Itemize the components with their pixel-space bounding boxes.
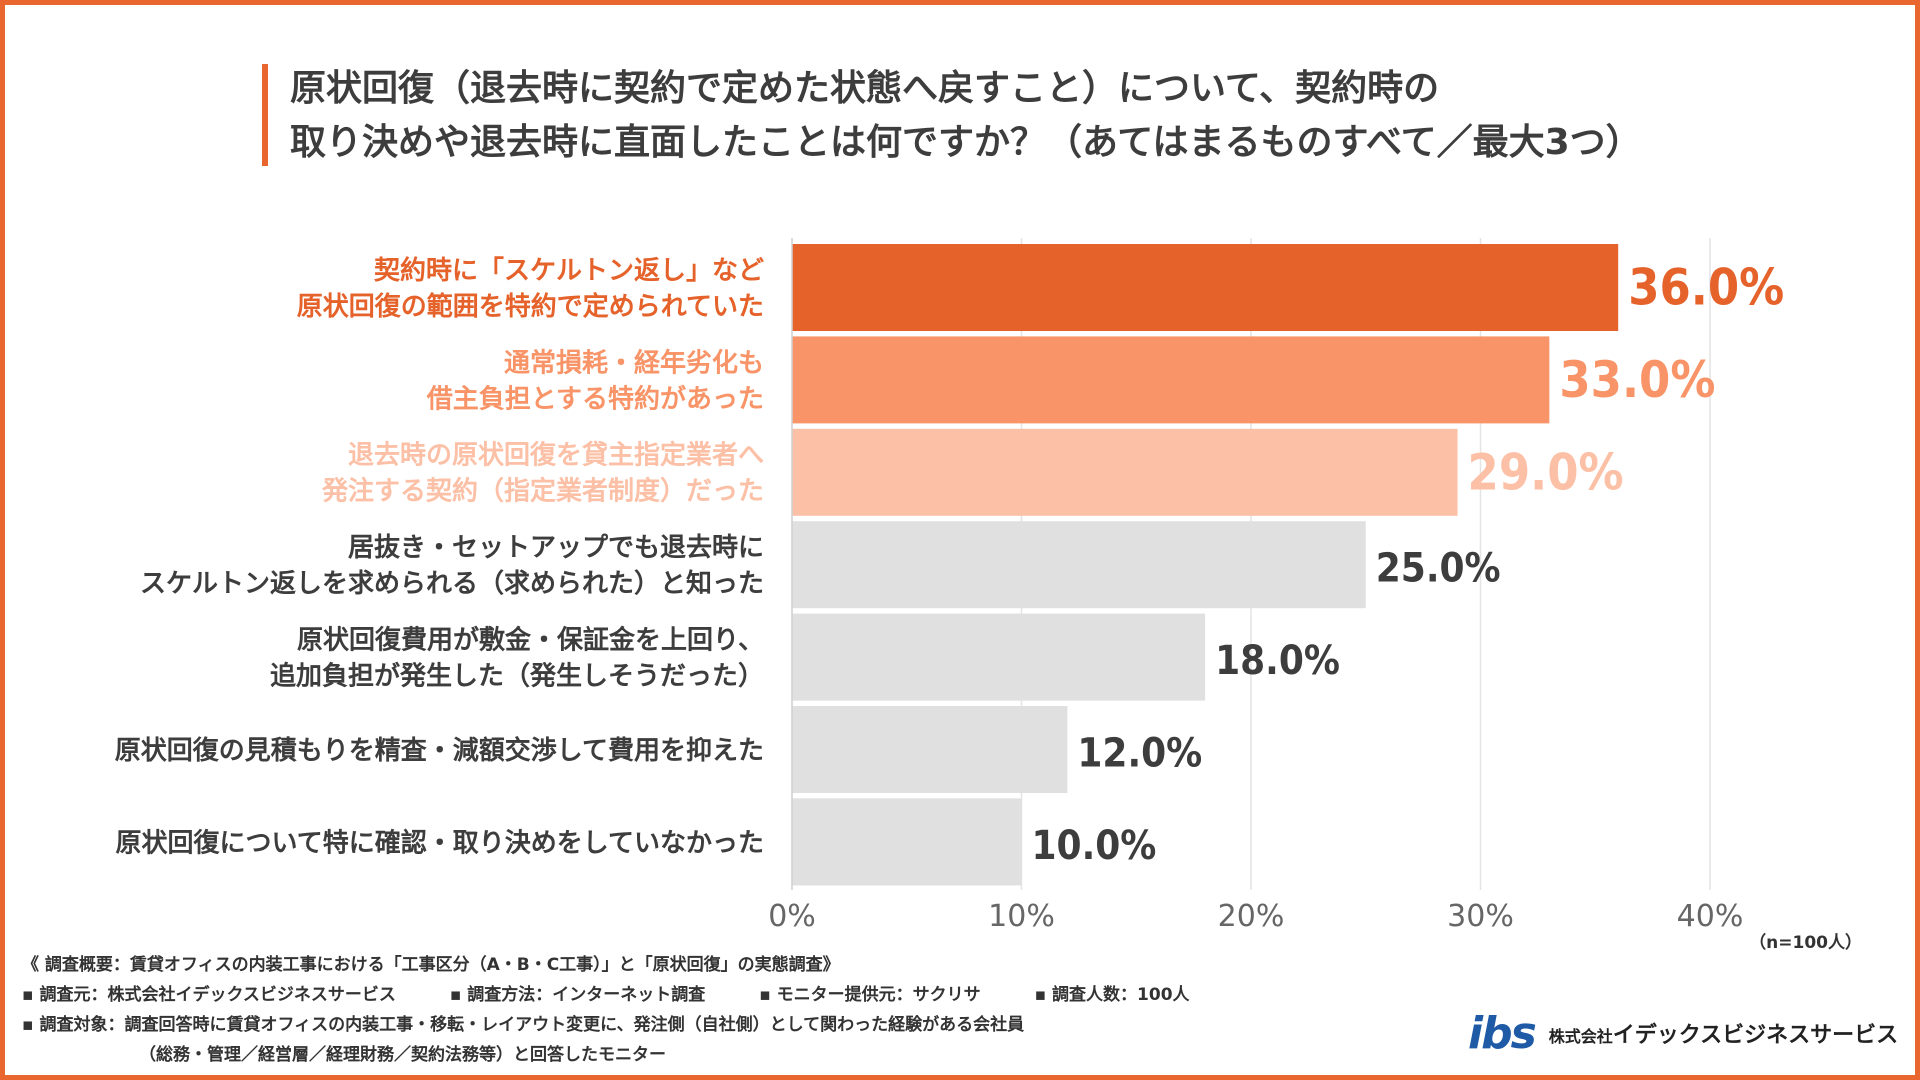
bar [792, 798, 1022, 886]
survey-target-detail: （総務・管理／経営層／経理財務／契約法務等）と回答したモニター [139, 1045, 666, 1065]
bar-value-label: 12.0% [1077, 731, 1202, 777]
company-brand: ibs 株式会社イデックスビジネスサービス [1468, 1007, 1898, 1059]
category-label: 通常損耗・経年劣化も [504, 347, 764, 378]
category-label: 原状回復について特に確認・取り決めをしていなかった [116, 827, 764, 858]
chart-title-line-2: 取り決めや退去時に直面したことは何ですか？（あてはまるものすべて／最大3つ） [290, 122, 1642, 163]
category-label: スケルトン返しを求められる（求められた）と知った [140, 569, 764, 599]
x-tick-label: 40% [1677, 899, 1744, 934]
category-label: 原状回復の範囲を特約で定められていた [297, 291, 764, 322]
bar [792, 706, 1068, 793]
bar [792, 521, 1366, 609]
bar-value-label: 10.0% [1032, 823, 1157, 869]
chart-title-line-1: 原状回復（退去時に契約で定めた状態へ戻すこと）について、契約時の [290, 68, 1440, 109]
sample-size-note: （n=100人） [1749, 932, 1862, 953]
survey-monitor: ▪ モニター提供元：サクリサ [759, 985, 981, 1005]
category-label: 発注する契約（指定業者制度）だった [321, 476, 764, 507]
survey-target: ▪ 調査対象：調査回答時に賃貸オフィスの内装工事・移転・レイアウト変更に、発注側… [22, 1015, 1025, 1035]
survey-meta-row: ▪ 調査元：株式会社イデックスビジネスサービス ▪ 調査方法：インターネット調査… [22, 980, 1422, 1010]
bar-value-label: 29.0% [1468, 443, 1624, 501]
bar [792, 244, 1619, 331]
bar [792, 336, 1550, 424]
category-label: 原状回復費用が敷金・保証金を上回り、 [297, 624, 764, 655]
survey-source: ▪ 調査元：株式会社イデックスビジネスサービス [22, 985, 396, 1005]
bar [792, 428, 1458, 516]
title-accent-bar [262, 64, 268, 166]
category-label: 原状回復の見積もりを精査・減額交渉して費用を抑えた [115, 735, 764, 766]
survey-method: ▪ 調査方法：インターネット調査 [449, 985, 706, 1005]
survey-count: ▪ 調査人数：100人 [1034, 985, 1190, 1005]
chart-title: 原状回復（退去時に契約で定めた状態へ戻すこと）について、契約時の 取り決めや退去… [290, 62, 1890, 170]
survey-overview: 《 調査概要：賃貸オフィスの内装工事における「工事区分（A・B・C工事）」と「原… [22, 955, 840, 975]
category-label: 契約時に「スケルトン返し」など [373, 255, 764, 286]
x-tick-label: 20% [1218, 899, 1285, 934]
bar-value-label: 25.0% [1376, 546, 1501, 592]
category-label: 借主負担とする特約があった [426, 383, 764, 414]
bar-value-label: 36.0% [1628, 259, 1784, 317]
ibs-logo: ibs [1468, 1007, 1537, 1059]
company-prefix: 株式会社 [1548, 1027, 1613, 1046]
category-label: 居抜き・セットアップでも退去時に [348, 533, 764, 563]
bar-value-label: 33.0% [1559, 351, 1715, 409]
bar-value-label: 18.0% [1215, 638, 1340, 684]
survey-footer: 《 調査概要：賃貸オフィスの内装工事における「工事区分（A・B・C工事）」と「原… [22, 950, 1422, 1070]
category-label: 退去時の原状回復を貸主指定業者へ [348, 440, 764, 471]
company-name-text: イデックスビジネスサービス [1612, 1023, 1899, 1048]
x-tick-label: 10% [988, 899, 1055, 934]
x-tick-label: 0% [768, 899, 816, 934]
x-tick-label: 30% [1447, 899, 1514, 934]
category-label: 追加負担が発生した（発生しそうだった） [270, 660, 764, 691]
bar [792, 613, 1206, 701]
company-name: 株式会社イデックスビジネスサービス [1549, 1017, 1898, 1049]
